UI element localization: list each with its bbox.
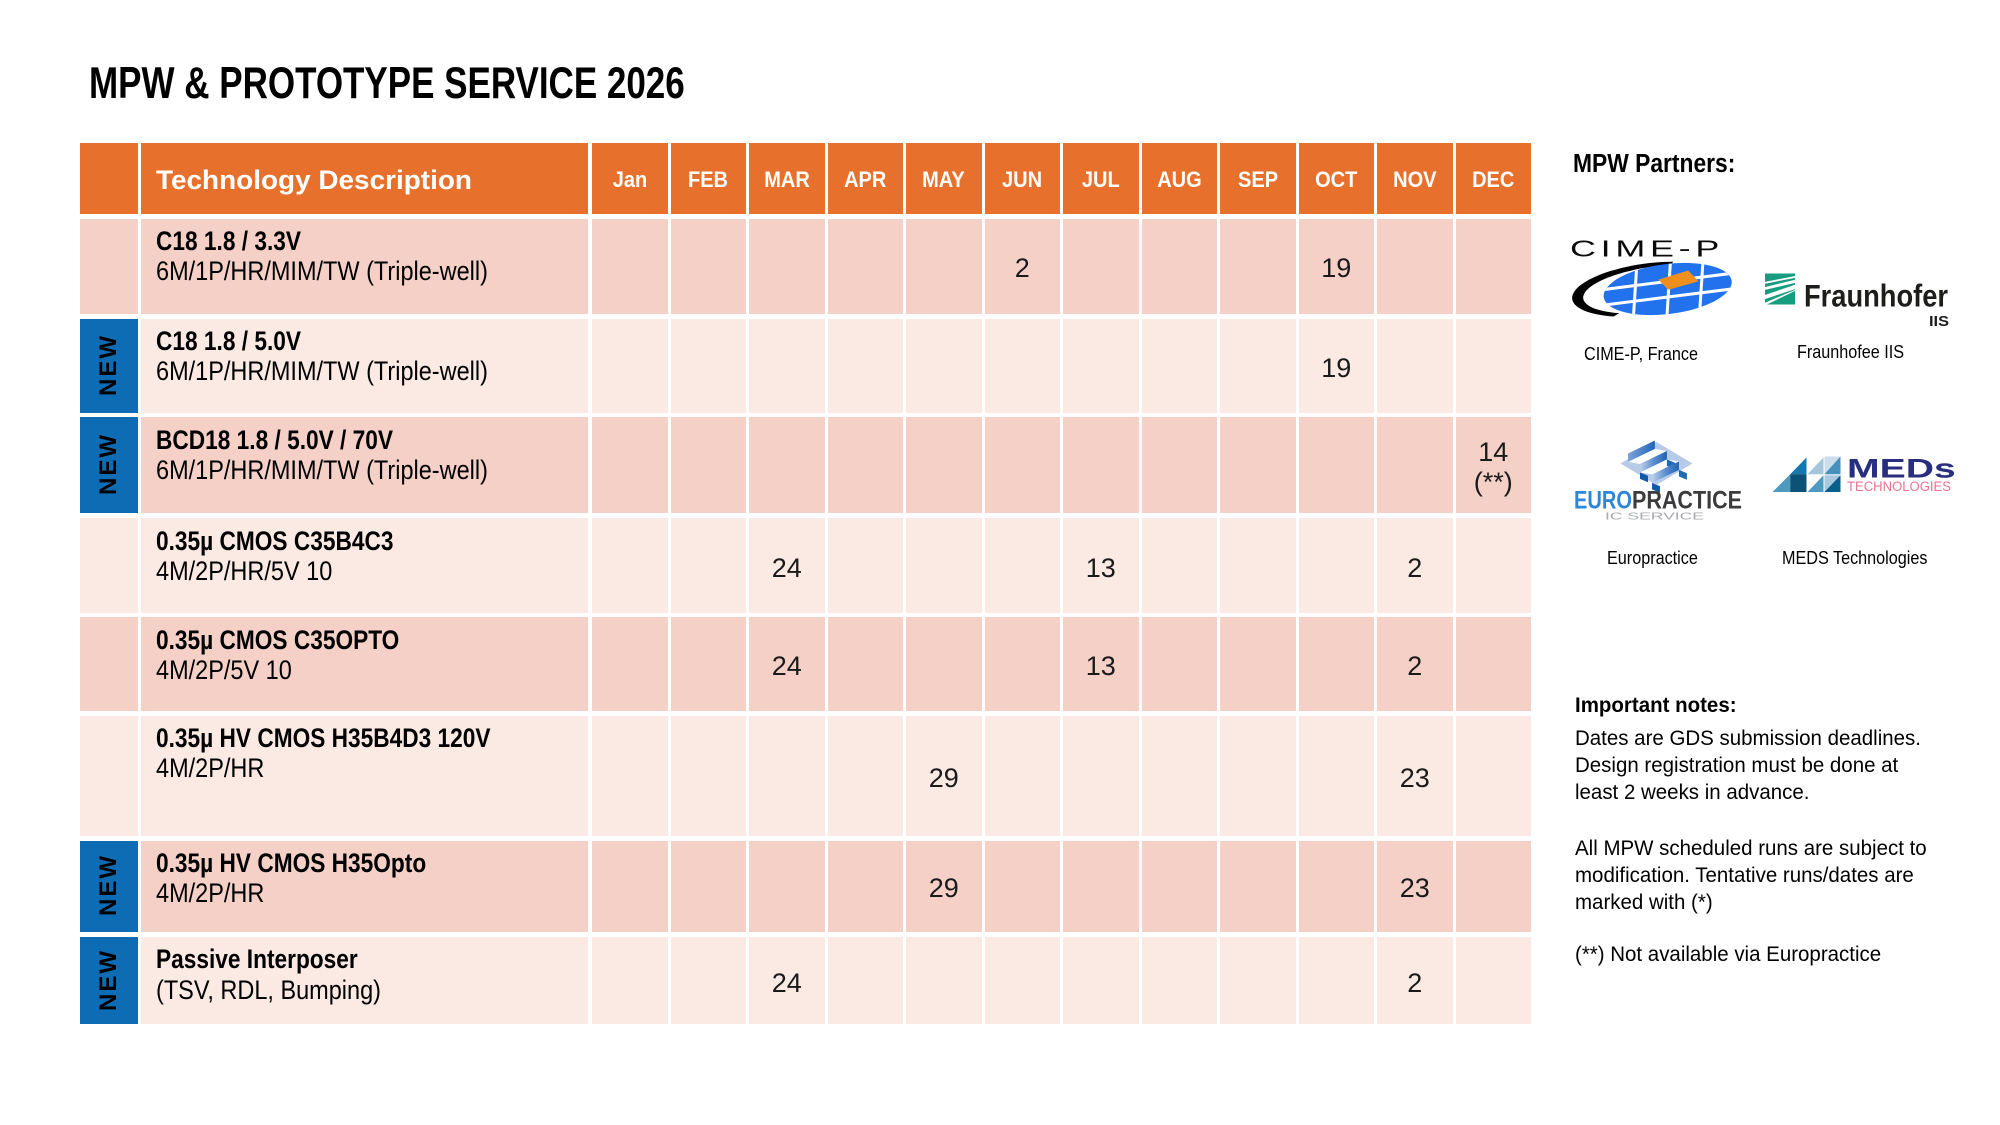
svg-text:IC SERVICE: IC SERVICE — [1605, 511, 1704, 523]
svg-text:IIS: IIS — [1929, 314, 1949, 329]
svg-text:CIME-P: CIME-P — [1570, 236, 1724, 262]
svg-text:MEDs: MEDs — [1847, 455, 1954, 484]
svg-text:Fraunhofer: Fraunhofer — [1804, 278, 1948, 314]
svg-text:TECHNOLOGIES: TECHNOLOGIES — [1847, 479, 1951, 494]
svg-text:EUROPRACTICE: EUROPRACTICE — [1574, 487, 1742, 515]
